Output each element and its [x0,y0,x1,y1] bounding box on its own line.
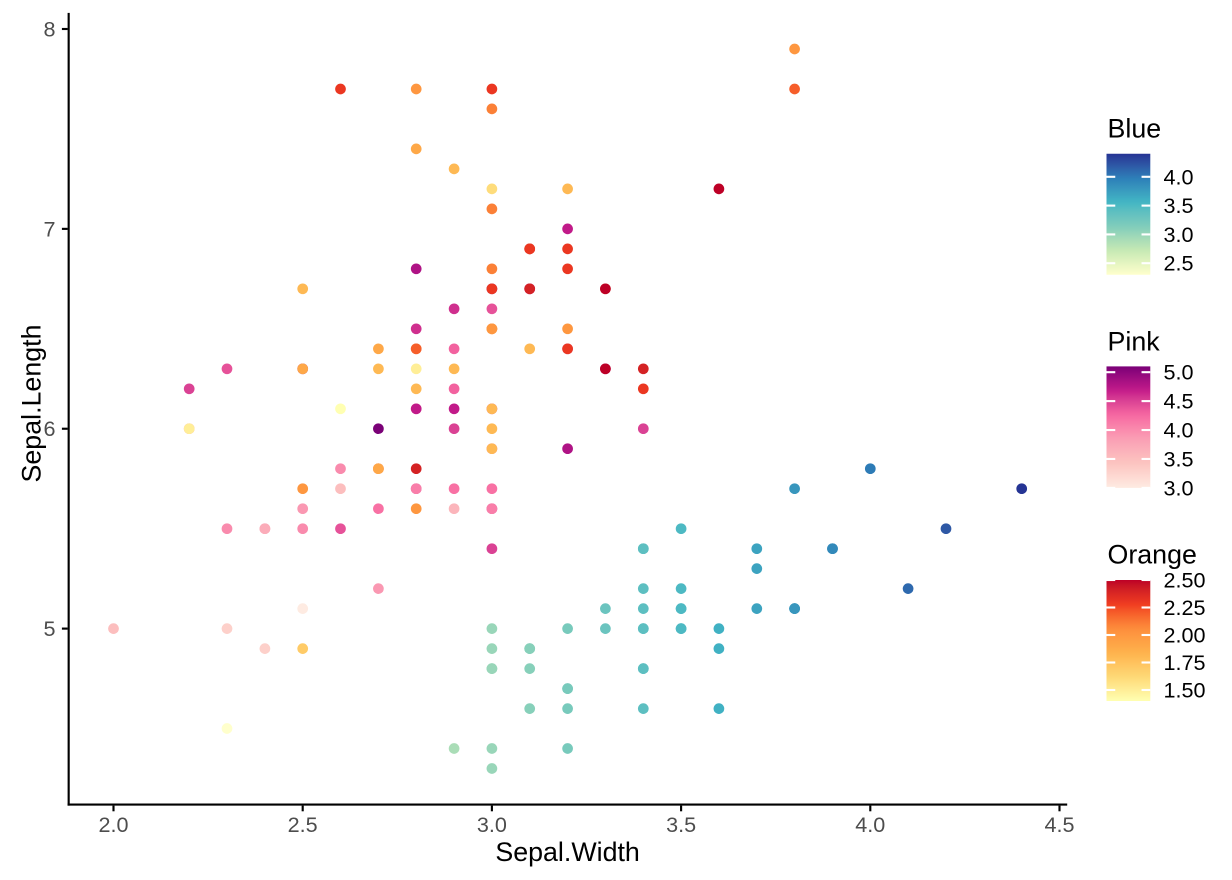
svg-text:3.0: 3.0 [1164,475,1194,500]
svg-text:3.5: 3.5 [1164,447,1194,472]
svg-text:2.5: 2.5 [1164,251,1194,276]
svg-text:Pink: Pink [1108,327,1161,357]
svg-text:3.5: 3.5 [666,812,696,837]
svg-text:2.5: 2.5 [288,812,318,837]
svg-text:3.0: 3.0 [477,812,507,837]
svg-text:8: 8 [43,17,55,42]
svg-text:4.5: 4.5 [1164,389,1194,414]
svg-text:1.50: 1.50 [1164,678,1206,703]
svg-text:Sepal.Length: Sepal.Length [17,325,47,483]
svg-text:4.0: 4.0 [855,812,885,837]
svg-text:4.5: 4.5 [1044,812,1074,837]
svg-text:Sepal.Width: Sepal.Width [495,837,639,867]
svg-text:5: 5 [43,616,55,641]
svg-text:2.00: 2.00 [1164,623,1206,648]
svg-text:1.75: 1.75 [1164,650,1206,675]
svg-text:3.0: 3.0 [1164,222,1194,247]
svg-text:2.50: 2.50 [1164,568,1206,593]
svg-text:2.25: 2.25 [1164,595,1206,620]
svg-text:6: 6 [43,416,55,441]
svg-text:Blue: Blue [1108,113,1162,143]
svg-text:7: 7 [43,216,55,241]
svg-text:4.0: 4.0 [1164,418,1194,443]
svg-text:Orange: Orange [1108,540,1197,570]
svg-text:2.0: 2.0 [98,812,128,837]
svg-text:5.0: 5.0 [1164,360,1194,385]
svg-text:4.0: 4.0 [1164,164,1194,189]
svg-text:3.5: 3.5 [1164,193,1194,218]
